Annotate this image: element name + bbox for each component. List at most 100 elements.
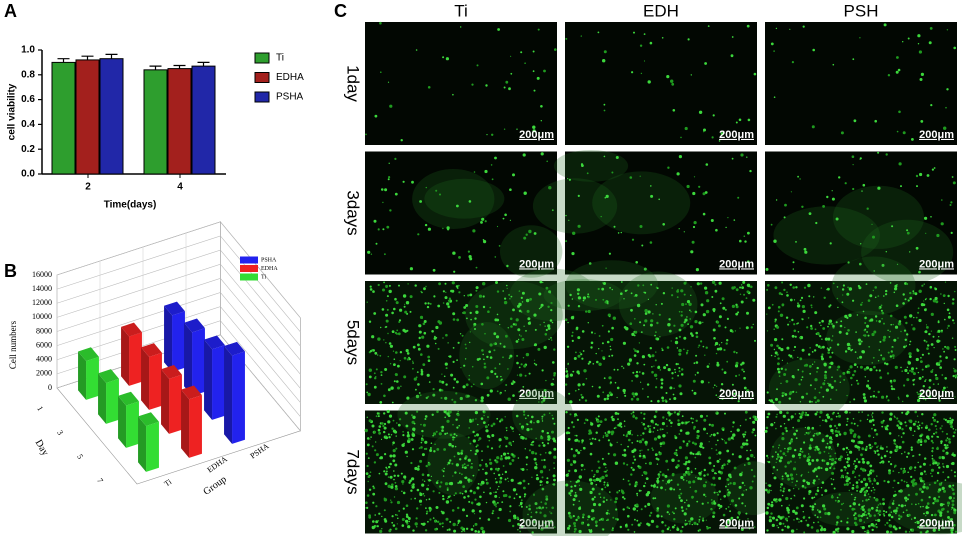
cell-dot [941,456,943,458]
cell-dot [733,466,737,470]
cell-dot [919,477,923,481]
cell-dot [412,345,416,349]
cell-dot [890,385,893,388]
cell-dot [680,499,683,502]
cell-dot [853,370,857,373]
cell-dot [445,517,449,521]
cell-dot [486,434,490,438]
cell-dot [953,497,955,499]
cell-dot [770,423,774,427]
cell-dot [892,494,896,498]
cell-dot [882,513,885,516]
cell-dot [835,523,838,526]
cell-dot [693,362,696,365]
cell-dot [880,445,882,447]
cell-dot [781,281,784,284]
cell-dot [548,451,552,455]
cell-dot [643,363,646,366]
cell-dot [474,399,478,402]
cell-dot [857,460,861,464]
cell-dot [365,501,368,505]
cell-dot [930,423,933,426]
cell-dot [727,459,731,463]
cell-dot [465,514,469,518]
cell-dot [717,493,720,496]
cell-dot [547,438,550,441]
cell-dot [928,41,932,45]
cell-dot [477,483,480,485]
cell-dot [520,468,522,470]
cell-dot [794,511,798,515]
cell-dot [726,463,729,465]
cell-dot [920,472,924,476]
cell-dot [383,412,386,415]
cell-dot [726,360,729,363]
cell-dot [785,454,787,457]
cell-dot [370,436,372,438]
cell-dot [917,421,920,423]
cell-dot [919,531,923,534]
cell-dot [686,467,690,470]
cell-dot [372,520,375,523]
cell-dot [836,515,840,519]
cell-dot [718,470,721,474]
cell-dot [460,367,462,369]
cell-dot [777,357,780,360]
cell-dot [696,500,699,503]
glow [832,185,925,249]
cell-dot [953,511,957,515]
cell-dot [383,281,385,284]
cell-dot [727,217,729,219]
cell-dot [925,486,929,490]
cell-dot [902,400,904,403]
micrograph-bg [365,410,557,534]
cell-dot [766,415,769,419]
cell-dot [771,455,774,458]
cell-dot [466,317,468,320]
cell-dot [666,504,671,508]
cell-dot [811,508,814,511]
cell-dot [581,441,584,444]
cell-dot [450,373,454,377]
cell-dot [846,394,848,397]
micrograph [765,151,957,285]
cell-dot [551,506,554,510]
cell-dot [693,427,696,430]
micrograph [522,410,781,536]
cell-dot [530,428,533,431]
cell-dot [448,355,450,357]
cell-dot [909,426,912,430]
cell-dot [369,350,373,353]
cell-dot [838,414,841,418]
cell-dot [460,26,462,28]
cell-dot [635,503,639,507]
cell-dot [821,481,825,484]
cell-dot [735,303,738,306]
cell-dot [726,478,730,482]
cell-dot [664,524,667,527]
cell-dot [394,487,398,491]
cell-dot [678,348,682,353]
cell-dot [533,313,537,317]
cell-dot [893,291,896,294]
cell-dot [941,518,944,521]
scale-bar-label: 200μm [919,388,954,400]
cell-dot [642,432,645,435]
cell-dot [371,424,375,428]
cell-dot [847,477,851,481]
cell-dot [490,424,494,428]
cell-dot [567,304,570,307]
cell-dot [553,348,556,351]
cell-dot [877,504,880,506]
cell-dot [396,514,399,516]
cell-dot [788,442,792,445]
cell-dot [470,449,472,452]
micrograph-bg [365,151,557,275]
cell-dot [495,481,498,484]
cell-dot [531,531,534,534]
cell-dot [438,485,442,488]
cell-dot [714,384,716,387]
cell-dot [698,471,702,475]
z-tick-label: 0 [48,383,52,392]
cell-dot [834,499,837,502]
